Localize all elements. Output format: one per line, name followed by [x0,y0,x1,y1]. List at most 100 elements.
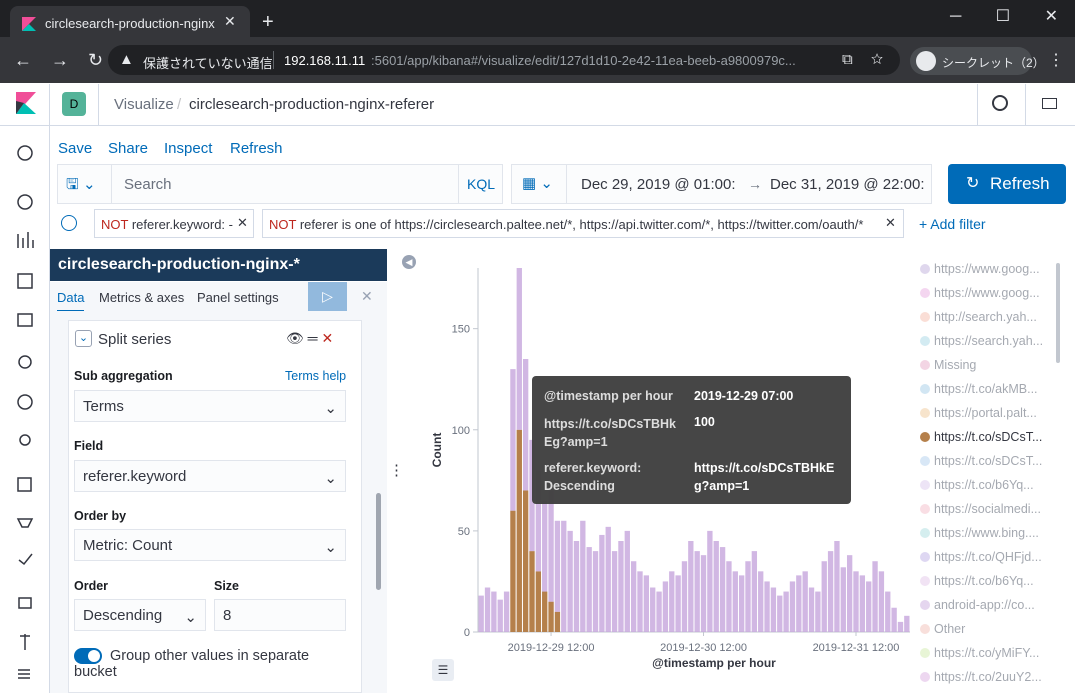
tooltip: @timestamp per hour 2019-12-29 07:00 htt… [532,376,851,504]
bar-segment [561,521,566,632]
legend-label[interactable]: https://t.co/2uuY2... [934,670,1042,684]
select[interactable]: referer.keyword⌄ [74,460,346,492]
help-icon[interactable] [992,95,1008,111]
sidebar-scrollbar[interactable] [376,493,381,590]
bar-segment [809,588,814,632]
legend-swatch [920,552,930,562]
bar-segment [523,359,528,490]
field-label: Size [214,579,239,593]
filter-pill[interactable]: NOT referer.keyword: - [94,209,254,238]
kibana-logo[interactable] [16,92,36,114]
bar-segment [815,592,820,632]
date-arrow: → [748,176,762,192]
bar-segment [536,571,541,632]
mail-icon[interactable] [1042,98,1057,109]
menu-item[interactable]: Save [58,140,92,157]
select[interactable]: Terms⌄ [74,390,346,422]
tab[interactable]: Panel settings [197,290,279,305]
x-tick-label: 2019-12-30 12:00 [660,642,747,654]
legend-label[interactable]: https://t.co/b6Yq... [934,574,1034,588]
tooltip-key: https://t.co/sDCsTBHkEg?amp=1 [544,415,682,451]
legend-label[interactable]: https://search.yah... [934,334,1043,348]
bar-segment [752,551,757,632]
legend-swatch [920,264,930,274]
date-start[interactable]: Dec 29, 2019 @ 01:00: [581,176,736,193]
legend-label[interactable]: https://t.co/sDCsT... [934,430,1042,444]
calendar-icon[interactable]: ▦ ⌄ [522,174,553,192]
terms-help[interactable]: Terms help [285,369,346,383]
legend-label[interactable]: https://www.goog... [934,286,1040,300]
chevron: ⌄ [184,608,197,626]
legend-label[interactable]: Missing [934,358,976,372]
menu-item[interactable]: Inspect [164,140,212,157]
legend-label[interactable]: https://portal.palt... [934,406,1037,420]
tab[interactable]: Data [57,290,84,312]
bar-segment [904,616,909,632]
breadcrumb: circlesearch-production-nginx-referer [189,96,434,113]
legend-label[interactable]: https://t.co/akMB... [934,382,1038,396]
menu-item[interactable]: Refresh [230,140,283,157]
bar-segment [548,602,553,632]
bar-segment [860,575,865,632]
legend-swatch [920,288,930,298]
select[interactable]: Descending⌄ [74,599,206,631]
filter-negation: NOT [269,217,296,232]
side-nav-icons[interactable] [14,142,36,682]
select-value: Terms [83,398,124,415]
bar-segment [796,575,801,632]
legend-label[interactable]: https://t.co/b6Yq... [934,478,1034,492]
filter-remove[interactable]: ✕ [237,215,248,231]
bar-segment [491,592,496,632]
menu-item[interactable]: Share [108,140,148,157]
window-controls[interactable]: ─ ☐ ✕ [950,6,1058,26]
space-avatar[interactable]: D [62,92,86,116]
url-warning: 保護されていない通信 [143,53,273,72]
url-icons[interactable]: ⧉ ☆ [842,51,883,68]
bar-segment [637,571,642,632]
apply-button[interactable]: ▷ [308,282,347,311]
legend-swatch [920,576,930,586]
saved-query-icon[interactable]: 🖫 ⌄ [66,174,96,199]
number-input[interactable]: 8 [214,599,346,631]
agg-actions[interactable]: 👁 ═ ✕ [286,330,333,347]
url-host: 192.168.11.11 [284,53,365,68]
legend-label[interactable]: https://t.co/sDCsT... [934,454,1042,468]
legend-label[interactable]: https://t.co/QHFjd... [934,550,1042,564]
field-label: Sub aggregation [74,369,173,383]
filter-menu-icon[interactable] [61,215,77,231]
filter-pill[interactable]: NOT referer is one of https://circlesear… [262,209,904,238]
bar-segment [739,575,744,632]
tab-close[interactable]: ✕ [224,13,236,30]
breadcrumb[interactable]: Visualize [114,96,174,113]
legend-swatch [920,408,930,418]
legend-label[interactable]: https://www.goog... [934,262,1040,276]
new-tab[interactable]: + [262,12,274,32]
add-filter[interactable]: + Add filter [919,216,986,232]
discard-button[interactable]: ✕ [361,288,373,305]
bar-segment [517,430,522,632]
bar-segment [866,581,871,632]
query-language[interactable]: KQL [467,176,495,192]
legend-label[interactable]: https://www.bing.... [934,526,1039,540]
field-label: Field [74,439,103,453]
tab[interactable]: Metrics & axes [99,290,184,305]
legend-label[interactable]: http://search.yah... [934,310,1037,324]
browser-menu[interactable]: ⋮ [1048,50,1064,70]
legend-scrollbar[interactable] [1056,263,1060,363]
filter-remove[interactable]: ✕ [885,215,896,231]
bar-segment [688,541,693,632]
select[interactable]: Metric: Count⌄ [74,529,346,561]
legend-swatch [920,624,930,634]
legend-label[interactable]: https://t.co/yMiFY... [934,646,1039,660]
legend-swatch [920,456,930,466]
collapse-toggle[interactable]: ⌄ [75,330,92,347]
nav-buttons[interactable]: ← → ↻ [14,50,103,71]
legend-label[interactable]: Other [934,622,965,636]
bar-segment [695,551,700,632]
bar-segment [822,561,827,632]
legend-label[interactable]: https://socialmedi... [934,502,1041,516]
legend-toggle[interactable]: ☰ [432,659,454,681]
date-end[interactable]: Dec 31, 2019 @ 22:00: [770,176,925,193]
tooltip-value: https://t.co/sDCsTBHkEg?amp=1 [694,459,844,495]
legend-label[interactable]: android-app://co... [934,598,1035,612]
